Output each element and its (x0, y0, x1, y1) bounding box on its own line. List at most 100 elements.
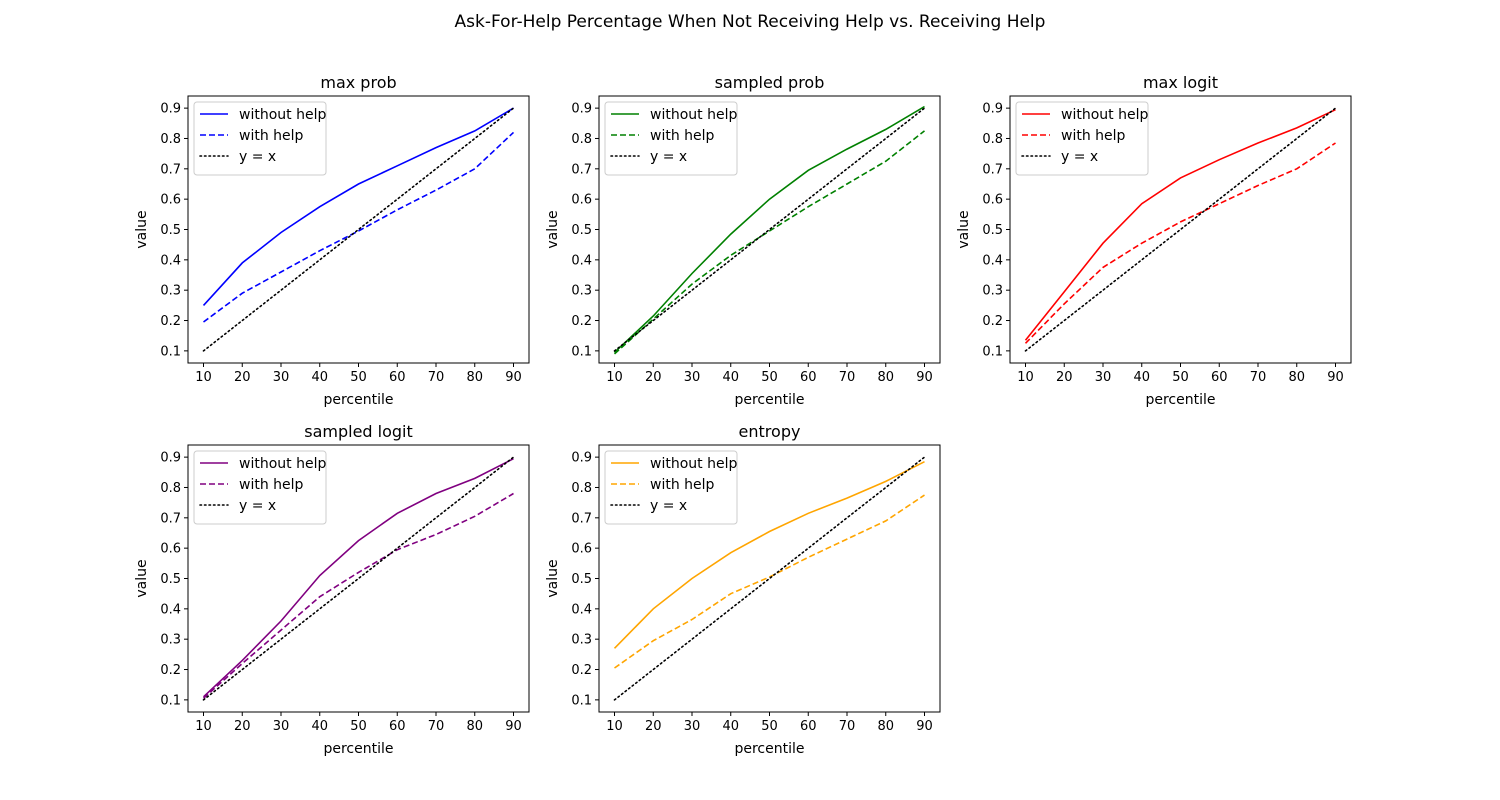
subplot-max-logit: max logit 10 20 30 40 50 60 70 80 90 0.1 0.2 0.3 0.4 0… (956, 73, 1352, 408)
series-line-y-eq-x (613, 456, 926, 701)
y-tick-label: 0.1 (571, 693, 592, 708)
y-tick-label: 0.1 (160, 693, 181, 708)
x-tick-label: 40 (311, 370, 328, 385)
y-tick-label: 0.5 (160, 572, 181, 587)
y-tick-label: 0.5 (571, 572, 592, 587)
legend-label: with help (650, 477, 715, 493)
subplot-entropy: entropy 10 20 30 40 50 60 70 80 90 0.1 0.2 0.3 0.4 0.5… (545, 422, 941, 757)
x-tick-label: 50 (761, 719, 778, 734)
y-tick-label: 0.9 (160, 102, 181, 117)
y-tick-label: 0.3 (571, 633, 592, 648)
y-tick-label: 0.3 (982, 284, 1003, 299)
x-tick-label: 30 (273, 370, 290, 385)
figure-title: Ask-For-Help Percentage When Not Receivi… (454, 12, 1046, 32)
y-tick-label: 0.8 (571, 132, 592, 147)
y-tick-label: 0.6 (160, 193, 181, 208)
y-tick-label: 0.1 (571, 344, 592, 359)
x-tick-label: 40 (722, 370, 739, 385)
y-tick-label: 0.3 (160, 284, 181, 299)
x-tick-label: 10 (195, 370, 212, 385)
x-tick-label: 20 (1056, 370, 1073, 385)
y-tick-label: 0.9 (160, 451, 181, 466)
x-tick-label: 60 (389, 719, 406, 734)
legend-label: y = x (650, 149, 687, 165)
x-tick-label: 90 (505, 719, 522, 734)
y-tick-label: 0.6 (160, 542, 181, 557)
y-tick-label: 0.7 (571, 511, 592, 526)
series-line-without-help (613, 105, 925, 353)
x-tick-label: 60 (389, 370, 406, 385)
x-tick-label: 40 (722, 719, 739, 734)
y-tick-label: 0.6 (982, 193, 1003, 208)
y-tick-label: 0.8 (982, 132, 1003, 147)
y-axis-label: value (134, 559, 150, 597)
x-tick-label: 40 (1133, 370, 1150, 385)
x-tick-label: 10 (195, 719, 212, 734)
legend-label: without help (239, 456, 326, 472)
subplot-max-prob: max prob 10 20 30 40 50 60 70 80 90 0.1 0.2 0.3 0.4 0.… (134, 73, 530, 408)
legend-label: with help (239, 477, 304, 493)
x-tick-label: 10 (1017, 370, 1034, 385)
x-axis-label: percentile (323, 741, 393, 757)
y-tick-label: 0.4 (982, 253, 1003, 268)
x-axis-label: percentile (734, 741, 804, 757)
subplot-sampled-logit: sampled logit 10 20 30 40 50 60 70 80 90 0.1 0.2 0.3… (134, 422, 530, 757)
subplot-sampled-prob: sampled prob 10 20 30 40 50 60 70 80 90 0.1 0.2 0.3 0… (545, 73, 941, 408)
x-tick-label: 50 (1172, 370, 1189, 385)
y-axis-label: value (545, 210, 561, 248)
legend: without help with help y = x (193, 101, 327, 176)
x-tick-label: 10 (606, 719, 623, 734)
y-tick-label: 0.3 (571, 284, 592, 299)
y-axis-label: value (545, 559, 561, 597)
x-tick-label: 70 (839, 719, 856, 734)
series-line-without-help (1024, 108, 1336, 341)
y-tick-label: 0.5 (982, 223, 1003, 238)
x-axis-label: percentile (734, 392, 804, 408)
series-line-y-eq-x (1024, 107, 1337, 352)
legend: without help with help y = x (1015, 101, 1149, 176)
y-tick-label: 0.2 (982, 314, 1003, 329)
y-tick-label: 0.3 (160, 633, 181, 648)
y-tick-label: 0.5 (571, 223, 592, 238)
x-tick-label: 90 (916, 719, 933, 734)
x-tick-label: 60 (800, 719, 817, 734)
y-tick-label: 0.7 (982, 162, 1003, 177)
x-tick-label: 90 (505, 370, 522, 385)
y-tick-label: 0.7 (160, 162, 181, 177)
y-axis-label: value (134, 210, 150, 248)
y-tick-label: 0.2 (571, 314, 592, 329)
x-tick-label: 80 (877, 370, 894, 385)
legend: without help with help y = x (604, 101, 738, 176)
series-line-y-eq-x (202, 456, 515, 701)
x-tick-label: 20 (234, 370, 251, 385)
x-tick-label: 50 (350, 719, 367, 734)
subplot-title: entropy (739, 422, 801, 441)
x-tick-label: 20 (645, 719, 662, 734)
series-line-with-help (1024, 142, 1336, 344)
y-tick-label: 0.4 (160, 602, 181, 617)
legend-label: y = x (239, 498, 276, 514)
legend-label: with help (239, 128, 304, 144)
series-line-with-help (203, 131, 515, 323)
x-tick-label: 80 (466, 370, 483, 385)
y-tick-label: 0.2 (571, 663, 592, 678)
x-tick-label: 70 (428, 719, 445, 734)
x-tick-label: 70 (839, 370, 856, 385)
x-tick-label: 30 (273, 719, 290, 734)
subplot-title: sampled logit (304, 422, 413, 441)
legend-label: without help (650, 107, 737, 123)
y-tick-label: 0.6 (571, 193, 592, 208)
y-tick-label: 0.8 (571, 481, 592, 496)
y-tick-label: 0.8 (160, 132, 181, 147)
y-tick-label: 0.1 (160, 344, 181, 359)
x-tick-label: 50 (350, 370, 367, 385)
y-tick-label: 0.7 (571, 162, 592, 177)
y-tick-label: 0.5 (160, 223, 181, 238)
legend-label: with help (1061, 128, 1126, 144)
x-axis-label: percentile (323, 392, 393, 408)
series-line-without-help (202, 457, 514, 698)
x-tick-label: 80 (466, 719, 483, 734)
x-tick-label: 70 (1250, 370, 1267, 385)
y-tick-label: 0.2 (160, 663, 181, 678)
